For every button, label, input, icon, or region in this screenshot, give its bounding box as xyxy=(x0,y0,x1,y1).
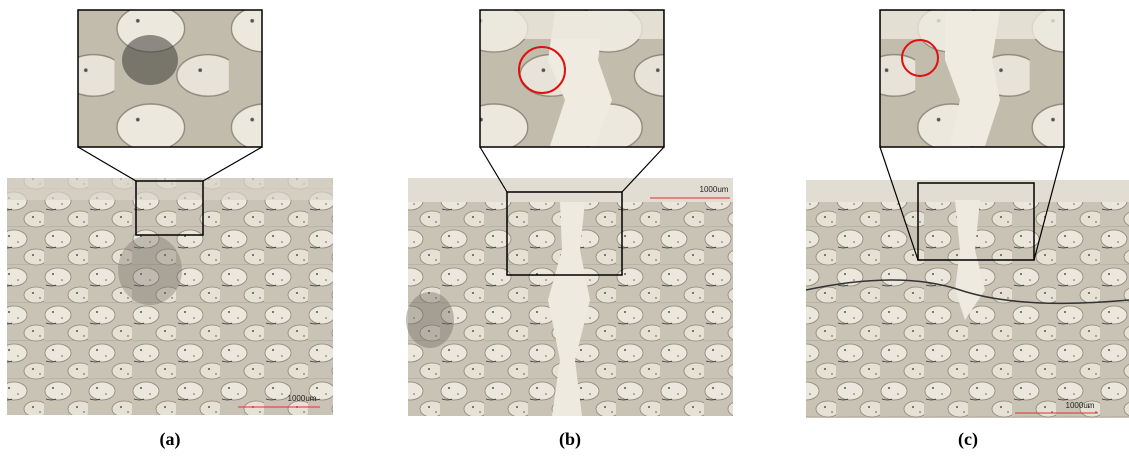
surface-band xyxy=(481,11,663,39)
scale-label: 1000um xyxy=(288,394,317,403)
connector xyxy=(78,147,136,181)
scale-label: 1000um xyxy=(1066,401,1095,410)
page: {"panels": [ {"caption": "(a)", "scale_l… xyxy=(0,0,1129,459)
damage-zone xyxy=(118,235,182,305)
panel-a: 1000um (a) xyxy=(7,10,333,450)
caption: (c) xyxy=(958,429,978,450)
connector xyxy=(203,147,262,181)
panel-c: 1000um (c) xyxy=(806,10,1129,450)
caption: (a) xyxy=(160,429,181,450)
zoom-inset xyxy=(78,10,262,147)
caption: (b) xyxy=(559,429,581,450)
figure: 1000um (a) 1000um (b) 1000um (c) xyxy=(0,0,1129,459)
damage-zone xyxy=(406,292,454,348)
scale-label: 1000um xyxy=(700,185,729,194)
panel-b: 1000um (b) xyxy=(406,10,733,450)
damage-spot xyxy=(122,35,178,85)
